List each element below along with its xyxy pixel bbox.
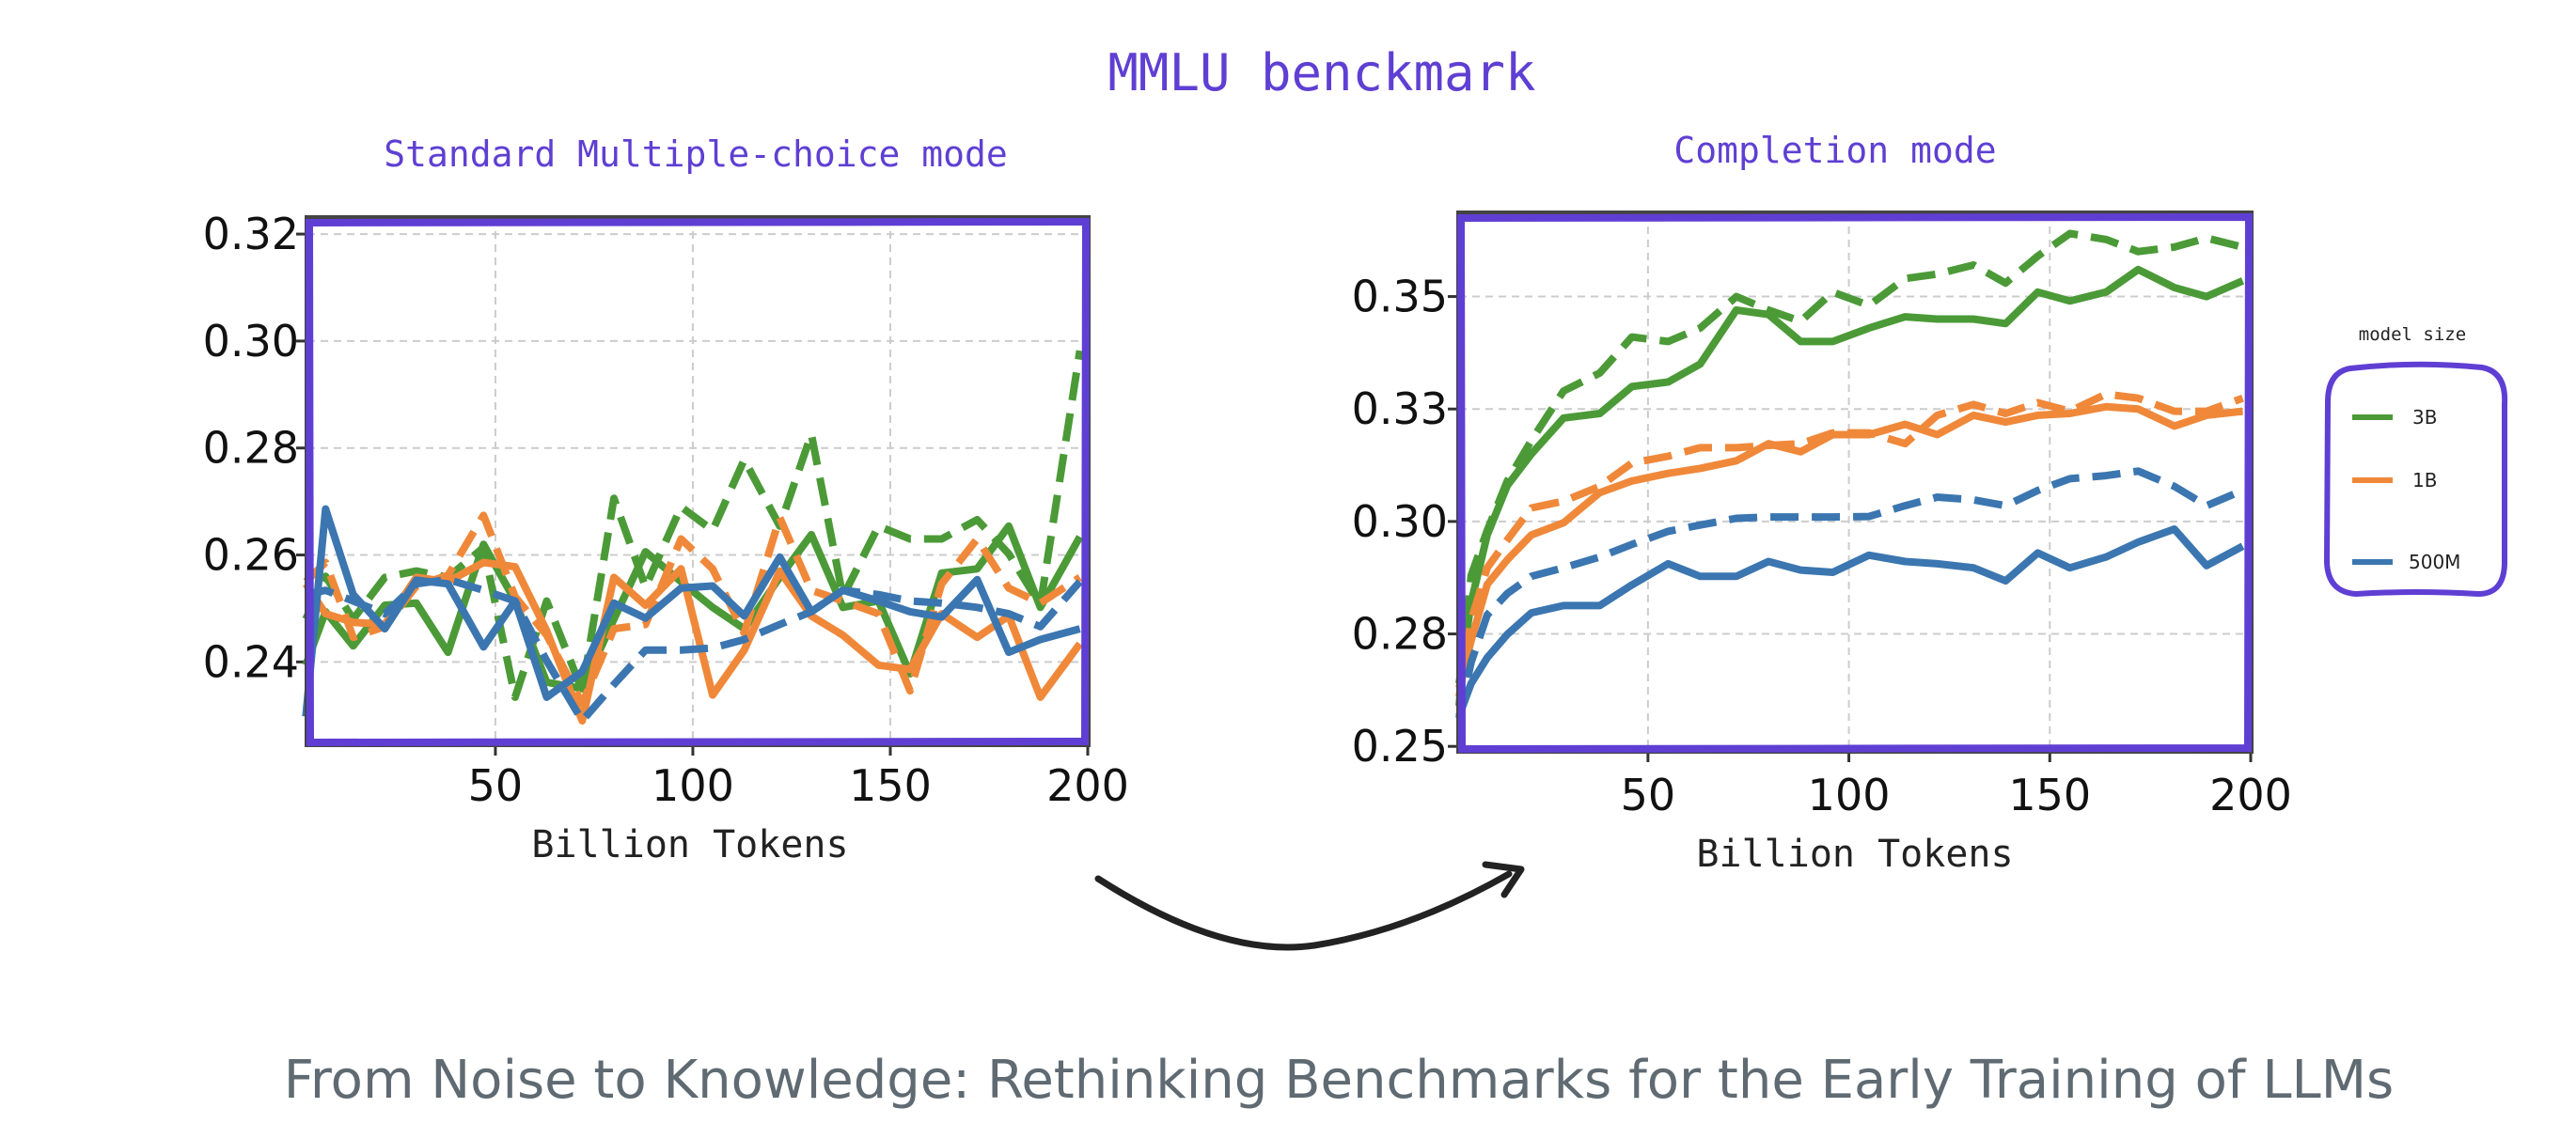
x-tick-label: 200: [2209, 770, 2292, 820]
x-tick-label: 100: [1808, 770, 1891, 820]
transition-arrow-icon: [1094, 861, 1525, 951]
chart-multiple-choice: Standard Multiple-choice mode Billion To…: [203, 133, 1129, 866]
x-tick-label: 150: [2008, 770, 2091, 820]
y-tick-label: 0.25: [1352, 721, 1448, 772]
legend: model size 3B 1B 500M: [2323, 324, 2508, 598]
series-line-3b-dashed: [302, 350, 1084, 701]
x-tick-label: 50: [1621, 770, 1676, 820]
series-line-500m-dashed: [1455, 467, 2245, 719]
legend-label-500m: 500M: [2409, 551, 2460, 573]
legend-frame: [2323, 361, 2508, 598]
plot-area: [307, 218, 1088, 744]
legend-label-1b: 1B: [2412, 469, 2437, 491]
x-tick-label: 150: [849, 760, 932, 811]
y-tick-label: 0.26: [203, 530, 299, 581]
y-tick-label: 0.28: [1352, 609, 1448, 660]
series-line-1b-dashed: [1455, 390, 2244, 698]
x-axis-label: Billion Tokens: [1696, 833, 2013, 876]
y-tick-label: 0.30: [1352, 496, 1448, 547]
y-tick-label: 0.32: [203, 209, 299, 259]
plot-area: [1459, 213, 2251, 751]
highlight-frame: [305, 217, 1091, 747]
figure-title: MMLU benckmark: [1107, 43, 1535, 102]
y-tick-label: 0.33: [1352, 383, 1448, 434]
y-tick-label: 0.35: [1352, 272, 1448, 322]
chart-title: Completion mode: [1673, 130, 1996, 171]
figure-caption: From Noise to Knowledge: Rethinking Benc…: [284, 1050, 2394, 1111]
series-line-3b-solid: [1455, 265, 2245, 684]
chart-title: Standard Multiple-choice mode: [384, 133, 1007, 175]
series-line-3b-dashed: [1455, 229, 2244, 707]
x-tick-label: 200: [1046, 760, 1129, 811]
y-tick-label: 0.28: [203, 423, 299, 474]
y-tick-label: 0.30: [203, 316, 299, 367]
series-line-500m-solid: [1455, 525, 2245, 718]
x-tick-label: 50: [468, 760, 524, 811]
series-line-1b-solid: [1455, 402, 2243, 689]
x-axis-label: Billion Tokens: [531, 823, 848, 866]
chart-completion: Completion mode Billion Tokens 50 100 150 2…: [1352, 130, 2292, 876]
highlight-frame: [1456, 212, 2254, 754]
series-line-500m-solid: [302, 505, 1081, 717]
legend-label-3b: 3B: [2412, 406, 2437, 429]
legend-title: model size: [2359, 324, 2466, 345]
y-tick-label: 0.24: [203, 636, 299, 687]
x-tick-label: 100: [652, 760, 734, 811]
